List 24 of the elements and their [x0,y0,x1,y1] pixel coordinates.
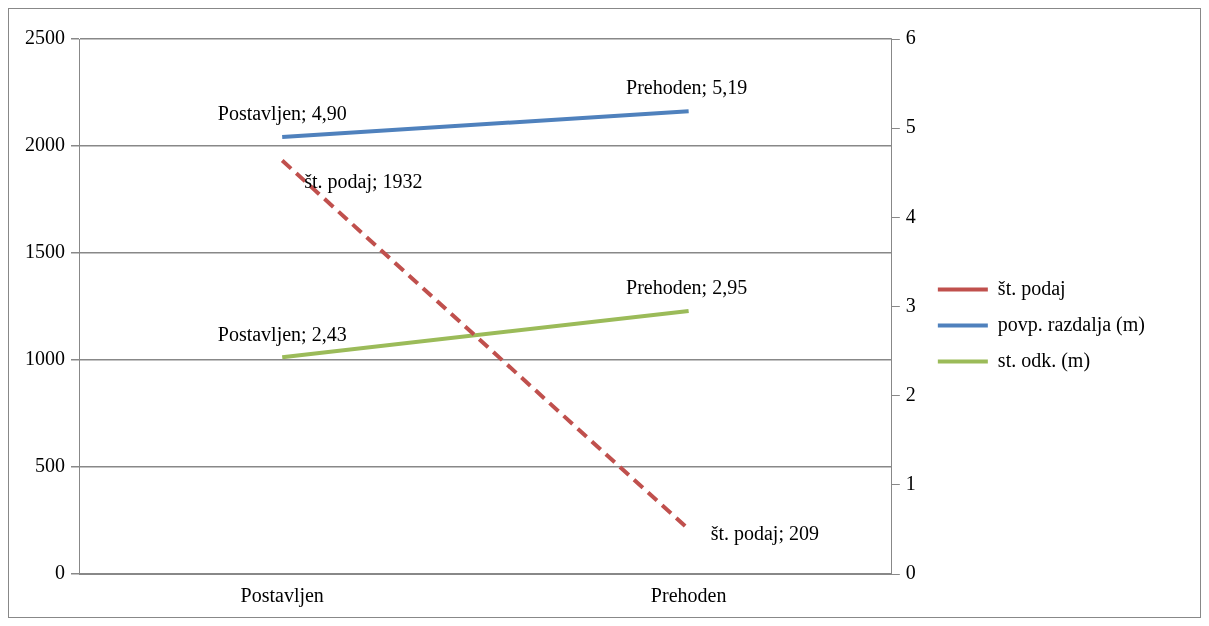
x-tick-label: Prehoden [650,584,727,607]
legend-label: st. odk. (m) [997,348,1091,372]
y-tick-label: 1000 [25,347,65,370]
data-label: Prehoden; 5,19 [626,76,748,99]
y2-tick-label: 6 [905,26,916,49]
y-tick-label: 500 [35,454,65,477]
x-tick-label: Postavljen [240,584,324,608]
y2-tick-label: 4 [905,204,916,227]
y-tick-label: 2500 [25,26,65,49]
legend-label: št. podaj [997,276,1066,300]
y-tick-label: 1500 [25,240,65,263]
legend-label: povp. razdalja (m) [997,312,1146,336]
data-label: Postavljen; 2,43 [217,322,347,346]
data-label: št. podaj; 1932 [304,169,423,193]
y2-tick-label: 5 [905,115,916,138]
y2-tick-label: 1 [905,472,916,495]
y-tick-label: 0 [55,561,65,584]
data-label: Prehoden; 2,95 [626,276,748,299]
y2-tick-label: 3 [905,293,916,316]
data-label: Postavljen; 4,90 [217,102,347,126]
data-label: št. podaj; 209 [710,521,819,545]
y2-tick-label: 2 [905,382,916,405]
y2-tick-label: 0 [905,561,916,584]
y-tick-label: 2000 [25,133,65,156]
